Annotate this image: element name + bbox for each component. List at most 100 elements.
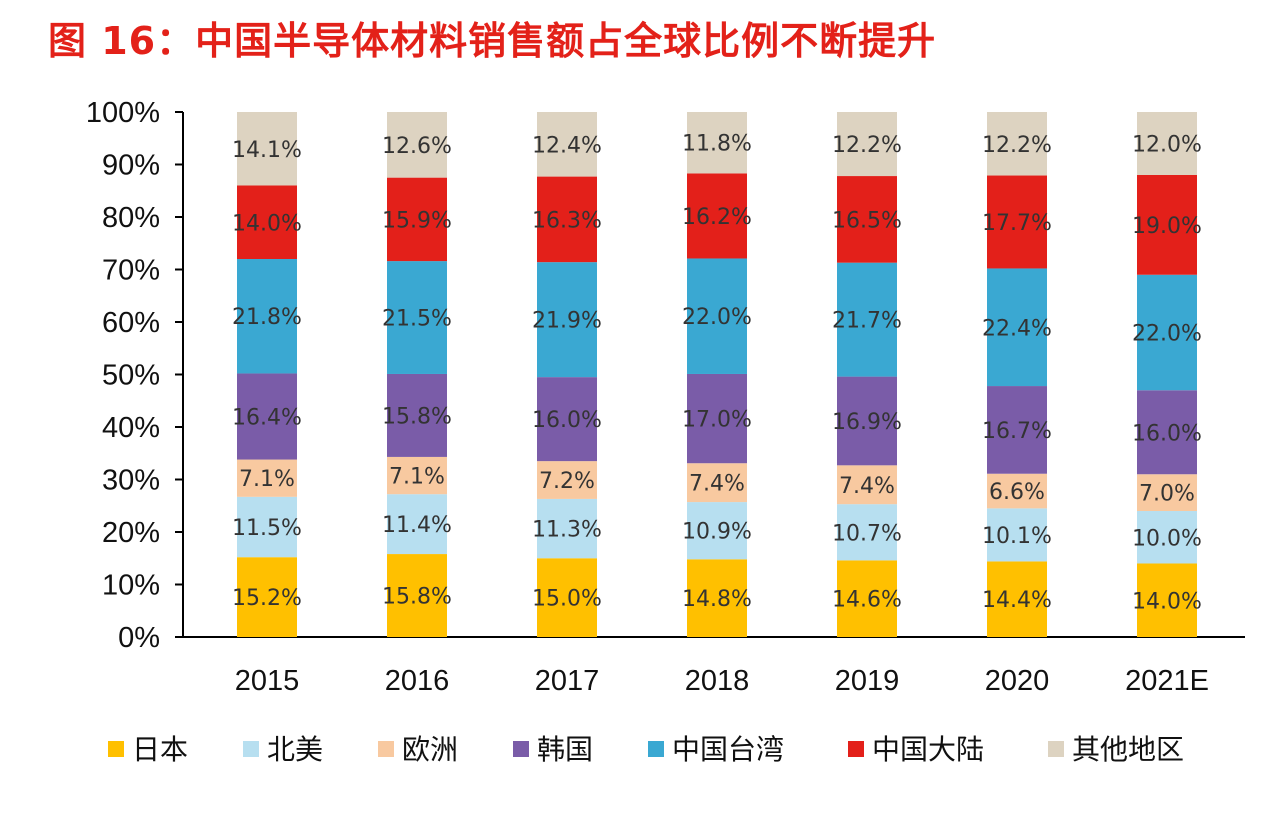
- data-label: 10.7%: [832, 521, 902, 546]
- data-label: 22.4%: [982, 316, 1052, 341]
- bar-segment: [1137, 563, 1197, 637]
- data-label: 16.7%: [982, 419, 1052, 444]
- data-label: 11.4%: [382, 513, 452, 538]
- data-label: 14.0%: [232, 211, 302, 236]
- y-tick-label: 70%: [102, 255, 160, 287]
- data-label: 7.4%: [839, 474, 895, 499]
- bar-segment: [837, 262, 897, 377]
- x-tick-label: 2016: [385, 665, 450, 697]
- x-tick-label: 2018: [685, 665, 750, 697]
- bar-segment: [237, 496, 297, 558]
- y-tick-label: 10%: [102, 570, 160, 602]
- legend-swatch: [1048, 741, 1064, 757]
- bar-segment: [1137, 112, 1197, 175]
- bar-segment: [387, 112, 447, 178]
- bar-segment: [537, 176, 597, 263]
- data-label: 10.1%: [982, 524, 1052, 549]
- data-label: 7.2%: [539, 469, 595, 494]
- data-label: 14.1%: [232, 138, 302, 163]
- bar-segment: [687, 502, 747, 560]
- data-label: 21.8%: [232, 305, 302, 330]
- data-label: 11.8%: [682, 132, 752, 157]
- bar-segment: [1137, 175, 1197, 275]
- bar-segment: [537, 112, 597, 177]
- data-label: 14.6%: [832, 588, 902, 613]
- bar-segment: [987, 561, 1047, 637]
- data-label: 17.0%: [682, 408, 752, 433]
- bar-segment: [1137, 511, 1197, 564]
- data-label: 21.7%: [832, 309, 902, 334]
- data-label: 16.0%: [1132, 421, 1202, 446]
- legend-label: 中国大陆: [872, 733, 984, 766]
- data-label: 7.4%: [689, 472, 745, 497]
- bar-segment: [237, 557, 297, 637]
- y-tick-label: 100%: [86, 97, 160, 129]
- data-label: 14.8%: [682, 587, 752, 612]
- y-tick-label: 90%: [102, 150, 160, 182]
- bar-segment: [387, 261, 447, 374]
- data-label: 12.6%: [382, 134, 452, 159]
- legend-swatch: [848, 741, 864, 757]
- bar-segment: [837, 376, 897, 466]
- data-label: 12.2%: [832, 133, 902, 158]
- x-tick-label: 2015: [235, 665, 300, 697]
- data-label: 16.9%: [832, 410, 902, 435]
- data-label: 15.8%: [382, 585, 452, 610]
- bar-segment: [237, 373, 297, 460]
- y-tick-label: 0%: [118, 622, 160, 654]
- data-label: 7.1%: [389, 465, 445, 490]
- bar-segment: [537, 262, 597, 378]
- bar-segment: [987, 112, 1047, 176]
- data-label: 17.7%: [982, 211, 1052, 236]
- data-label: 22.0%: [682, 305, 752, 330]
- data-label: 12.2%: [982, 133, 1052, 158]
- legend-label: 欧洲: [402, 733, 458, 766]
- legend-swatch: [513, 741, 529, 757]
- data-label: 21.5%: [382, 307, 452, 332]
- y-tick-label: 80%: [102, 202, 160, 234]
- bar-segment: [537, 377, 597, 462]
- data-label: 14.0%: [1132, 589, 1202, 614]
- data-label: 16.5%: [832, 208, 902, 233]
- legend-swatch: [243, 741, 259, 757]
- legend-label: 中国台湾: [672, 733, 784, 766]
- bar-segment: [987, 386, 1047, 474]
- data-label: 19.0%: [1132, 214, 1202, 239]
- bar-segment: [387, 177, 447, 262]
- bar-segment: [837, 112, 897, 177]
- data-label: 16.4%: [232, 406, 302, 431]
- data-label: 16.0%: [532, 408, 602, 433]
- bar-segment: [1137, 390, 1197, 475]
- bar-segment: [387, 456, 447, 495]
- legend-label: 北美: [267, 733, 323, 766]
- bar-segment: [237, 185, 297, 259]
- legend-swatch: [108, 741, 124, 757]
- x-tick-label: 2021E: [1125, 665, 1209, 697]
- bar-segment: [987, 508, 1047, 562]
- bar-segment: [987, 473, 1047, 509]
- bar-segment: [687, 463, 747, 503]
- bar-segment: [537, 558, 597, 637]
- bar-segment: [537, 498, 597, 559]
- data-label: 15.8%: [382, 404, 452, 429]
- legend-label: 其他地区: [1072, 733, 1184, 766]
- legend-swatch: [648, 741, 664, 757]
- bar-segment: [237, 259, 297, 374]
- bar-segment: [687, 112, 747, 174]
- x-tick-label: 2020: [985, 665, 1050, 697]
- data-label: 16.2%: [682, 205, 752, 230]
- legend-label: 日本: [132, 733, 188, 766]
- bar-segment: [387, 494, 447, 555]
- bar-segment: [987, 175, 1047, 269]
- data-label: 15.0%: [532, 587, 602, 612]
- x-tick-label: 2019: [835, 665, 900, 697]
- bar-segment: [687, 173, 747, 259]
- y-tick-label: 30%: [102, 465, 160, 497]
- bar-segment: [687, 258, 747, 374]
- bar-segment: [387, 554, 447, 637]
- data-label: 10.9%: [682, 520, 752, 545]
- y-tick-label: 20%: [102, 517, 160, 549]
- bar-segment: [537, 461, 597, 499]
- data-label: 6.6%: [989, 480, 1045, 505]
